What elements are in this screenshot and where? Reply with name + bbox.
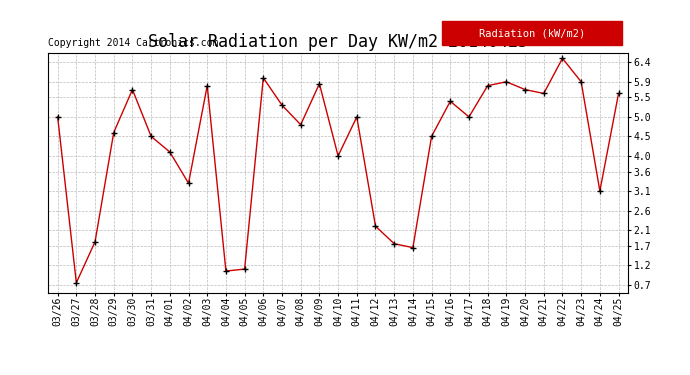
Title: Solar Radiation per Day KW/m2 20140425: Solar Radiation per Day KW/m2 20140425 [148, 33, 528, 51]
Text: Copyright 2014 Cartronics.com: Copyright 2014 Cartronics.com [48, 38, 219, 48]
FancyBboxPatch shape [442, 21, 622, 45]
Text: Radiation (kW/m2): Radiation (kW/m2) [479, 28, 585, 38]
